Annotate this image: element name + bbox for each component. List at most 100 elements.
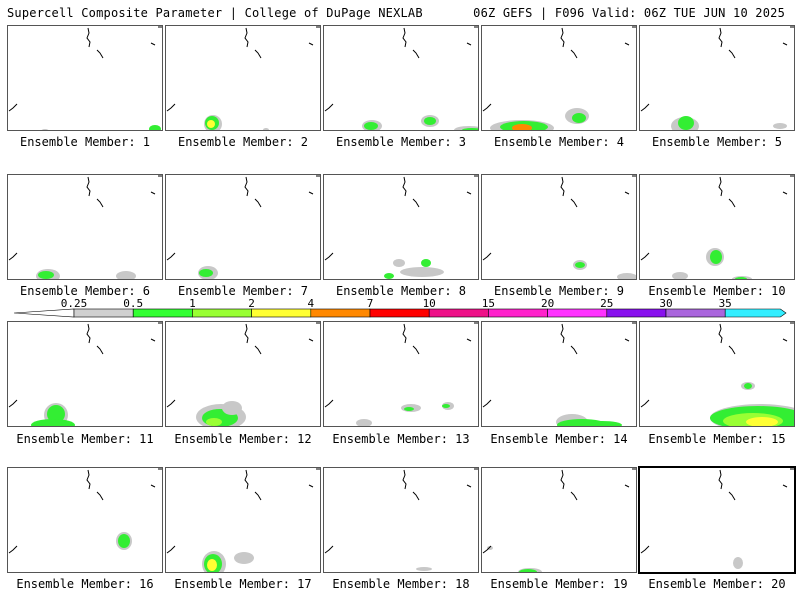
coastline-outline	[8, 322, 162, 408]
ensemble-panel-5[interactable]	[639, 25, 795, 131]
ensemble-panel-7[interactable]	[165, 174, 321, 280]
ensemble-panel-12[interactable]	[165, 321, 321, 427]
colorbar-bin-8	[488, 308, 548, 318]
colorbar-tick-label: 30	[659, 297, 672, 310]
coastline-outline	[324, 175, 478, 261]
coastline-outline	[8, 26, 162, 112]
panel-map-12	[166, 322, 320, 426]
colorbar-bin-3	[192, 308, 252, 318]
scp-contour-area	[234, 552, 254, 564]
scp-contour-area	[356, 419, 372, 426]
panel-label-6: Ensemble Member: 6	[19, 284, 151, 298]
panel-map-7	[166, 175, 320, 279]
scp-contour-area	[393, 259, 405, 267]
scp-contour-area	[31, 419, 75, 426]
colorbar-bin-4	[251, 308, 312, 318]
panel-map-19	[482, 468, 636, 572]
ensemble-panel-13[interactable]	[323, 321, 479, 427]
colorbar-tick-label: 10	[423, 297, 436, 310]
ensemble-panel-20[interactable]	[638, 466, 796, 574]
ensemble-panel-6[interactable]	[7, 174, 163, 280]
scp-contour-area	[735, 277, 747, 279]
ensemble-panel-10[interactable]	[639, 174, 795, 280]
panel-map-5	[640, 26, 794, 130]
ensemble-panel-4[interactable]	[481, 25, 637, 131]
panel-label-3: Ensemble Member: 3	[335, 135, 467, 149]
coastline-outline	[640, 175, 794, 261]
colorbar-bin-12	[724, 308, 787, 318]
ensemble-panel-15[interactable]	[639, 321, 795, 427]
scp-contour-area	[733, 557, 743, 569]
colorbar-bin-6	[369, 308, 430, 318]
scp-contour-area	[575, 262, 585, 268]
panel-map-2	[166, 26, 320, 130]
panel-map-18	[324, 468, 478, 571]
scp-contour-area	[38, 271, 54, 279]
panel-label-10: Ensemble Member: 10	[648, 284, 786, 298]
ensemble-panel-8[interactable]	[323, 174, 479, 280]
colorbar-bin-11	[665, 308, 726, 318]
panel-label-8: Ensemble Member: 8	[335, 284, 467, 298]
scp-contour-area	[47, 405, 65, 423]
colorbar-tick-label: 1	[189, 297, 196, 310]
scp-contour-area	[424, 117, 436, 125]
colorbar-tick-label: 4	[307, 297, 314, 310]
scp-contour-area	[149, 125, 161, 130]
panel-map-16	[8, 468, 162, 554]
scp-contour-area	[773, 123, 787, 129]
scp-contour-area	[207, 559, 217, 571]
colorbar-tick-label: 2	[248, 297, 255, 310]
scp-contour-area	[118, 534, 130, 548]
panel-label-7: Ensemble Member: 7	[177, 284, 309, 298]
scp-contour-area	[744, 383, 752, 389]
scp-contour-area	[746, 417, 778, 426]
panel-label-13: Ensemble Member: 13	[332, 432, 470, 446]
coastline-outline	[8, 175, 162, 261]
panel-label-18: Ensemble Member: 18	[332, 577, 470, 591]
scp-contour-area	[617, 273, 636, 279]
panel-map-3	[324, 26, 478, 130]
map-title: Supercell Composite Parameter | College …	[7, 6, 423, 20]
coastline-outline	[640, 322, 794, 408]
colorbar-bin-7	[428, 308, 489, 318]
ensemble-panel-9[interactable]	[481, 174, 637, 280]
ensemble-panel-18[interactable]	[323, 467, 479, 573]
panel-map-4	[482, 26, 636, 130]
panel-map-11	[8, 322, 162, 426]
scp-contour-area	[442, 404, 450, 408]
scp-contour-area	[199, 269, 213, 277]
colorbar-bin-1	[73, 308, 134, 318]
coastline-outline	[166, 468, 320, 554]
ensemble-panel-17[interactable]	[165, 467, 321, 573]
ensemble-panel-11[interactable]	[7, 321, 163, 427]
panel-label-12: Ensemble Member: 12	[174, 432, 312, 446]
panel-label-19: Ensemble Member: 19	[490, 577, 628, 591]
ensemble-panel-16[interactable]	[7, 467, 163, 573]
panel-label-9: Ensemble Member: 9	[493, 284, 625, 298]
panel-label-17: Ensemble Member: 17	[174, 577, 312, 591]
coastline-outline	[482, 175, 636, 261]
panel-label-1: Ensemble Member: 1	[19, 135, 151, 149]
scp-contour-area	[41, 129, 49, 130]
coastline-outline	[324, 322, 478, 408]
panel-map-17	[166, 468, 320, 572]
scp-contour-area	[672, 272, 688, 279]
panel-map-10	[640, 175, 794, 279]
ensemble-panel-2[interactable]	[165, 25, 321, 131]
coastline-outline	[482, 322, 636, 408]
panel-label-16: Ensemble Member: 16	[16, 577, 154, 591]
scp-contour-area	[116, 271, 136, 279]
ensemble-panel-14[interactable]	[481, 321, 637, 427]
scp-contour-area	[400, 267, 444, 277]
ensemble-panel-1[interactable]	[7, 25, 163, 131]
colorbar-tick-label: 35	[719, 297, 732, 310]
ensemble-panel-3[interactable]	[323, 25, 479, 131]
coastline-outline	[166, 26, 320, 112]
coastline-outline	[324, 468, 478, 554]
panel-label-15: Ensemble Member: 15	[648, 432, 786, 446]
scp-contour-area	[678, 116, 694, 130]
coastline-outline	[482, 26, 636, 112]
valid-time-label: 06Z GEFS | F096 Valid: 06Z TUE JUN 10 20…	[473, 6, 785, 20]
ensemble-panel-19[interactable]	[481, 467, 637, 573]
scp-contour-area	[384, 273, 394, 279]
